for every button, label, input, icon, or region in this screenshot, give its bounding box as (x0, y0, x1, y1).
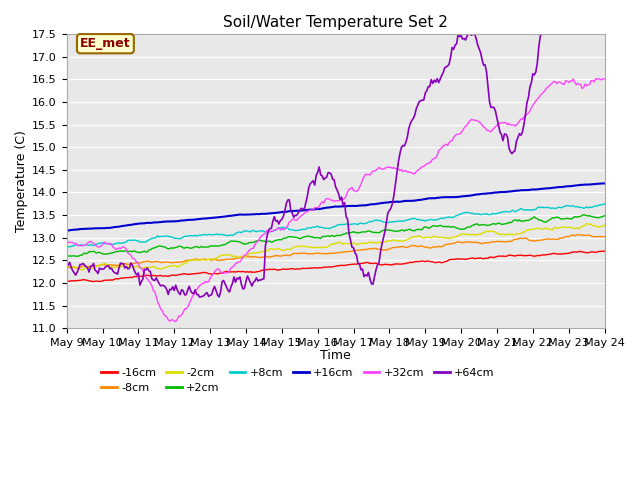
+16cm (399, 198, 406, 204)
Legend: -16cm, -8cm, -2cm, +2cm, +8cm, +16cm, +32cm, +64cm: -16cm, -8cm, -2cm, +2cm, +8cm, +16cm, +3… (97, 363, 499, 398)
-2cm (79, 266, 87, 272)
-16cm (164, 274, 172, 279)
+32cm (595, 76, 602, 82)
-16cm (601, 248, 609, 254)
-8cm (388, 245, 396, 251)
+32cm (388, 166, 396, 171)
+16cm (163, 218, 171, 224)
+32cm (536, 93, 544, 98)
+2cm (536, 217, 544, 223)
-2cm (401, 238, 408, 243)
+16cm (535, 186, 543, 192)
Y-axis label: Temperature (C): Temperature (C) (15, 130, 28, 232)
+8cm (369, 218, 377, 224)
+32cm (77, 243, 85, 249)
-2cm (388, 237, 396, 243)
-16cm (388, 262, 396, 268)
+64cm (196, 294, 204, 300)
-16cm (536, 252, 544, 258)
+32cm (371, 168, 378, 174)
+8cm (387, 219, 395, 225)
+2cm (371, 229, 378, 235)
+2cm (63, 252, 70, 258)
+32cm (401, 168, 408, 174)
-8cm (79, 263, 87, 269)
-8cm (601, 234, 609, 240)
Line: -16cm: -16cm (67, 251, 605, 282)
+32cm (63, 241, 70, 247)
-8cm (164, 259, 172, 265)
+2cm (601, 213, 609, 219)
+64cm (163, 287, 171, 292)
+32cm (601, 76, 609, 82)
+64cm (401, 143, 408, 149)
-16cm (90, 279, 97, 285)
-2cm (77, 267, 85, 273)
+8cm (77, 242, 85, 248)
Line: +8cm: +8cm (67, 204, 605, 248)
+64cm (601, 31, 609, 37)
+2cm (79, 251, 87, 257)
+8cm (63, 245, 70, 251)
-2cm (601, 222, 609, 228)
+2cm (75, 253, 83, 259)
+64cm (538, 31, 546, 37)
-2cm (371, 240, 378, 245)
+2cm (580, 212, 588, 217)
-8cm (75, 265, 83, 271)
+16cm (77, 226, 85, 232)
X-axis label: Time: Time (320, 349, 351, 362)
-2cm (536, 226, 544, 231)
+16cm (387, 199, 395, 205)
-16cm (401, 261, 408, 266)
+16cm (369, 202, 377, 207)
Text: EE_met: EE_met (80, 37, 131, 50)
+8cm (163, 233, 171, 239)
+8cm (601, 201, 609, 206)
Line: +64cm: +64cm (67, 34, 605, 297)
+32cm (163, 314, 171, 320)
+16cm (599, 180, 607, 186)
+32cm (172, 319, 180, 324)
+2cm (388, 228, 396, 233)
+64cm (454, 31, 462, 37)
+8cm (535, 204, 543, 210)
-16cm (371, 260, 378, 266)
+64cm (388, 201, 396, 206)
Line: +2cm: +2cm (67, 215, 605, 256)
-8cm (371, 245, 378, 251)
-8cm (536, 238, 544, 243)
+16cm (601, 180, 609, 186)
-2cm (63, 264, 70, 270)
Line: -2cm: -2cm (67, 224, 605, 270)
+2cm (164, 246, 172, 252)
-16cm (77, 277, 85, 283)
-16cm (63, 278, 70, 284)
+16cm (63, 228, 70, 233)
-8cm (63, 264, 70, 270)
+64cm (63, 262, 70, 267)
Title: Soil/Water Temperature Set 2: Soil/Water Temperature Set 2 (223, 15, 448, 30)
+2cm (401, 228, 408, 234)
-2cm (164, 264, 172, 269)
+64cm (371, 274, 378, 280)
+8cm (399, 218, 406, 224)
-8cm (401, 244, 408, 250)
Line: +32cm: +32cm (67, 79, 605, 322)
Line: +16cm: +16cm (67, 183, 605, 230)
Line: -8cm: -8cm (67, 235, 605, 268)
+64cm (77, 262, 85, 267)
-8cm (575, 232, 583, 238)
-2cm (583, 221, 591, 227)
